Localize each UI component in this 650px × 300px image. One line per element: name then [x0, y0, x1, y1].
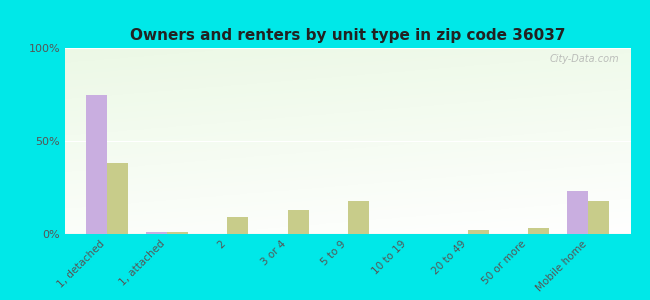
Text: City-Data.com: City-Data.com [549, 54, 619, 64]
Bar [567, 191, 588, 234]
Bar [107, 163, 128, 234]
Bar [167, 232, 188, 234]
Bar [86, 94, 107, 234]
Bar [146, 232, 167, 234]
Bar [468, 230, 489, 234]
Title: Owners and renters by unit type in zip code 36037: Owners and renters by unit type in zip c… [130, 28, 566, 43]
Bar [287, 210, 309, 234]
Bar [588, 200, 610, 234]
Bar [227, 217, 248, 234]
Bar [528, 228, 549, 234]
Bar [348, 200, 369, 234]
